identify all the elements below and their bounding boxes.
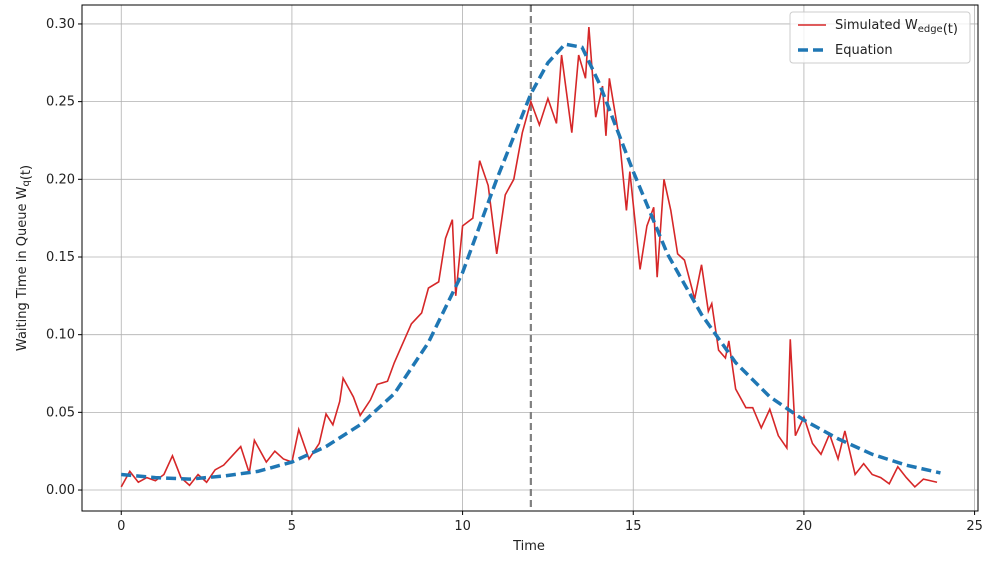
y-tick-label: 0.00: [46, 483, 75, 498]
x-tick-label: 5: [288, 519, 296, 534]
series-line: [121, 42, 941, 481]
x-tick-label: 25: [966, 519, 983, 534]
y-tick-label: 0.25: [46, 94, 75, 109]
x-tick-label: 20: [796, 519, 813, 534]
y-tick-label: 0.10: [46, 327, 75, 342]
legend-label: Simulated Wedge(t): [835, 18, 958, 37]
x-tick-label: 10: [454, 519, 471, 534]
legend-label: Equation: [835, 43, 893, 58]
y-tick-label: 0.30: [46, 16, 75, 31]
x-axis-label: Time: [512, 539, 545, 554]
x-tick-label: 15: [625, 519, 642, 534]
legend-box: [789, 11, 971, 64]
y-tick-label: 0.05: [46, 405, 75, 420]
plot-frame: [81, 4, 979, 512]
x-tick-label: 0: [117, 519, 125, 534]
y-axis-label: Waiting Time in Queue Wq(t): [15, 165, 34, 351]
series-line: [120, 26, 938, 489]
y-tick-label: 0.20: [46, 172, 75, 187]
y-tick-label: 0.15: [46, 249, 75, 264]
